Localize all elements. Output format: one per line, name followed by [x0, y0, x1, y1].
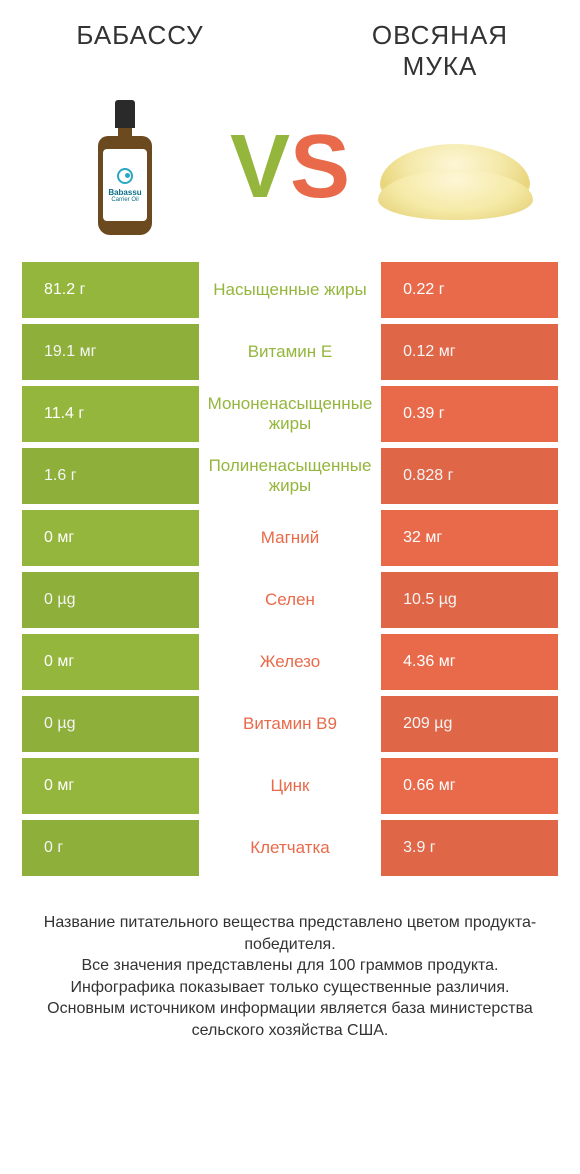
- table-row: 0 µgВитамин B9209 µg: [22, 696, 558, 752]
- bottle-icon: Babassu Carrier Oil: [98, 100, 152, 235]
- footer-line: Все значения представлены для 100 граммо…: [20, 955, 560, 977]
- nutrient-label: Цинк: [199, 758, 381, 814]
- table-row: 0 µgСелен10.5 µg: [22, 572, 558, 628]
- table-row: 0 мгМагний32 мг: [22, 510, 558, 566]
- nutrient-label: Железо: [199, 634, 381, 690]
- left-value: 0 мг: [22, 634, 199, 690]
- left-value: 81.2 г: [22, 262, 199, 318]
- left-value: 0 мг: [22, 758, 199, 814]
- flour-icon: [380, 115, 530, 220]
- footer-line: Название питательного вещества представл…: [20, 912, 560, 955]
- right-product-title: Овсяная мука: [340, 20, 540, 82]
- left-product-title: Бабассу: [40, 20, 240, 51]
- header: Бабассу Овсяная мука: [0, 0, 580, 92]
- table-row: 0 мгЦинк0.66 мг: [22, 758, 558, 814]
- right-value: 0.22 г: [381, 262, 558, 318]
- left-product-image: Babassu Carrier Oil: [50, 92, 200, 242]
- right-value: 10.5 µg: [381, 572, 558, 628]
- left-value: 0 µg: [22, 572, 199, 628]
- nutrient-label: Насыщенные жиры: [199, 262, 381, 318]
- right-value: 0.39 г: [381, 386, 558, 442]
- right-value: 0.828 г: [381, 448, 558, 504]
- nutrient-label: Витамин B9: [199, 696, 381, 752]
- vs-s: S: [290, 122, 350, 212]
- left-value: 0 г: [22, 820, 199, 876]
- nutrient-label: Селен: [199, 572, 381, 628]
- left-value: 1.6 г: [22, 448, 199, 504]
- table-row: 81.2 гНасыщенные жиры0.22 г: [22, 262, 558, 318]
- footer-notes: Название питательного вещества представл…: [0, 882, 580, 1042]
- left-value: 0 µg: [22, 696, 199, 752]
- left-value: 0 мг: [22, 510, 199, 566]
- table-row: 19.1 мгВитамин E0.12 мг: [22, 324, 558, 380]
- right-value: 0.66 мг: [381, 758, 558, 814]
- nutrient-label: Мононенасыщенные жиры: [199, 386, 381, 442]
- nutrient-label: Магний: [199, 510, 381, 566]
- nutrient-label: Витамин E: [199, 324, 381, 380]
- left-value: 11.4 г: [22, 386, 199, 442]
- footer-line: Основным источником информации является …: [20, 998, 560, 1041]
- right-value: 3.9 г: [381, 820, 558, 876]
- table-row: 1.6 гПолиненасыщенные жиры0.828 г: [22, 448, 558, 504]
- left-value: 19.1 мг: [22, 324, 199, 380]
- vs-row: Babassu Carrier Oil V S: [0, 92, 580, 262]
- right-value: 209 µg: [381, 696, 558, 752]
- table-row: 0 гКлетчатка3.9 г: [22, 820, 558, 876]
- bottle-label-line2: Carrier Oil: [111, 197, 138, 203]
- vs-v: V: [230, 122, 290, 212]
- footer-line: Инфографика показывает только существенн…: [20, 977, 560, 999]
- right-product-image: [380, 92, 530, 242]
- table-row: 0 мгЖелезо4.36 мг: [22, 634, 558, 690]
- comparison-table: 81.2 гНасыщенные жиры0.22 г19.1 мгВитами…: [0, 262, 580, 876]
- nutrient-label: Клетчатка: [199, 820, 381, 876]
- bottle-label-line1: Babassu: [108, 188, 141, 197]
- right-value: 0.12 мг: [381, 324, 558, 380]
- nutrient-label: Полиненасыщенные жиры: [199, 448, 381, 504]
- right-value: 32 мг: [381, 510, 558, 566]
- vs-label: V S: [230, 122, 350, 212]
- right-value: 4.36 мг: [381, 634, 558, 690]
- table-row: 11.4 гМононенасыщенные жиры0.39 г: [22, 386, 558, 442]
